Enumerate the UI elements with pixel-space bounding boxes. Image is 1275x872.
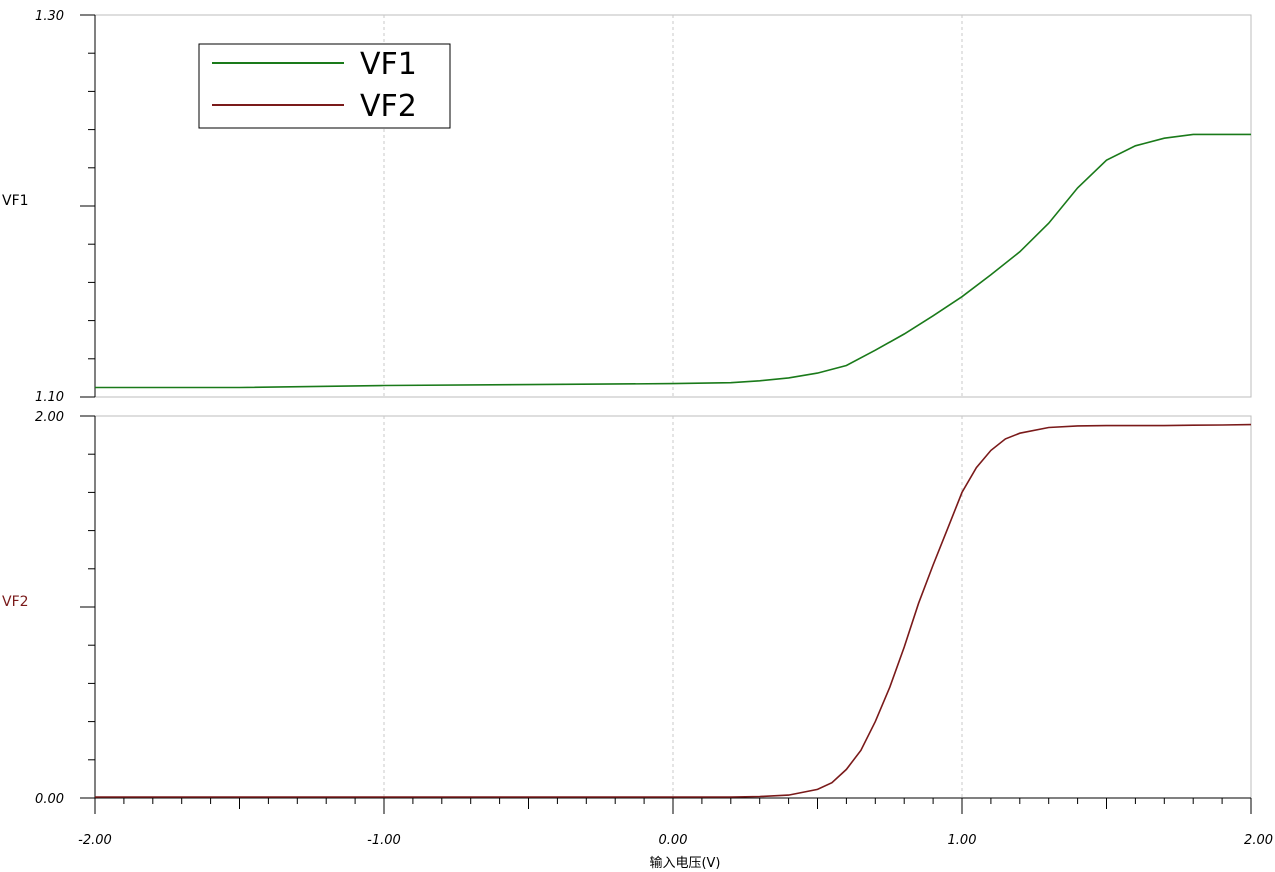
bottom-panel: 2.00 0.00 VF2 -2.00 -1.00 0.00 1.00 2.00 输入电… (2, 410, 1273, 871)
bottom-grid (383, 416, 963, 798)
top-ytick-label-min: 1.10 (35, 390, 64, 405)
x-tick-label: 1.00 (948, 833, 977, 848)
top-grid (383, 15, 963, 397)
x-tick-label: 0.00 (659, 833, 688, 848)
bottom-y-axis-label: VF2 (2, 594, 29, 610)
series-line-vf2 (95, 423, 1252, 798)
top-y-axis-label: VF1 (2, 193, 29, 209)
legend-label-vf2: VF2 (360, 89, 417, 124)
legend: VF1 VF2 (198, 43, 451, 129)
x-tick-label: -2.00 (78, 833, 112, 848)
x-axis-label: 输入电压(V) (649, 855, 720, 871)
legend-box (198, 43, 451, 129)
x-tick-label: 2.00 (1244, 833, 1273, 848)
bottom-x-ticks (94, 798, 1252, 814)
x-tick-label: -1.00 (367, 833, 401, 848)
series-line-vf1 (95, 133, 1251, 389)
bottom-ytick-label-max: 2.00 (35, 410, 64, 425)
legend-label-vf1: VF1 (360, 47, 417, 82)
top-y-ticks (80, 14, 95, 398)
bottom-ytick-label-min: 0.00 (35, 792, 64, 807)
top-panel: 1.30 1.10 VF1 VF1 VF2 (2, 9, 1252, 405)
bottom-y-ticks (80, 415, 95, 799)
top-ytick-label-max: 1.30 (35, 9, 64, 24)
x-tick-labels: -2.00 -1.00 0.00 1.00 2.00 (78, 833, 1273, 848)
